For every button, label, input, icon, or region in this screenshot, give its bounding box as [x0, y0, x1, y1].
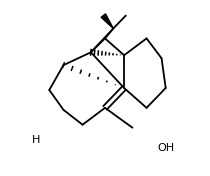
Polygon shape: [101, 14, 113, 29]
Text: H: H: [32, 135, 40, 145]
Text: OH: OH: [157, 143, 175, 153]
